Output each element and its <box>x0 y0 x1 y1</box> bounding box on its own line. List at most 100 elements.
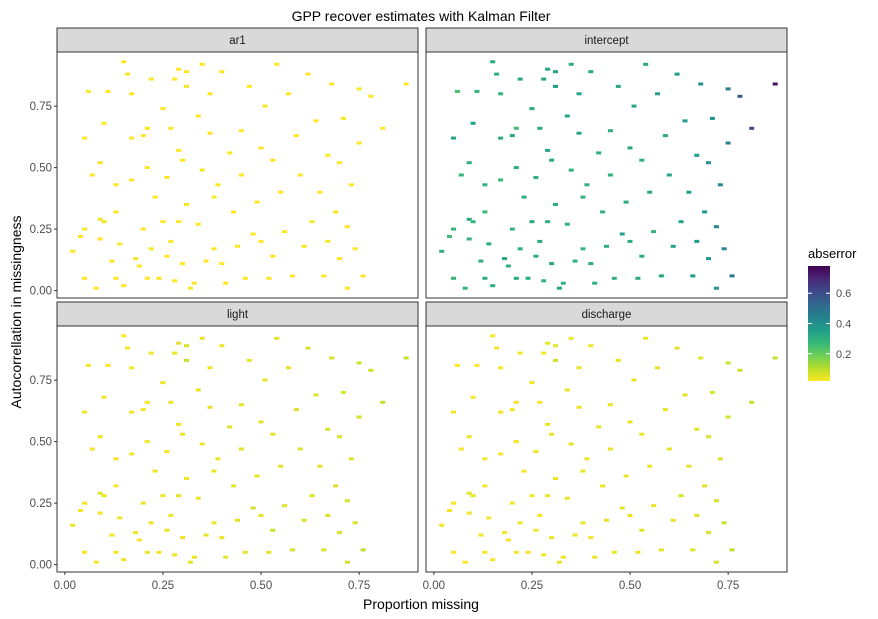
heatmap-tile <box>258 420 264 424</box>
heatmap-tile <box>513 550 519 554</box>
heatmap-tile <box>176 494 182 498</box>
heatmap-tile <box>494 72 500 76</box>
heatmap-tile <box>195 222 201 226</box>
heatmap-tile <box>133 257 138 261</box>
heatmap-tile <box>494 346 500 350</box>
panel-light: light 0.00 0.25 0.50 0.75 0.00 0.25 0.50 0.75 <box>30 301 419 592</box>
heatmap-tile <box>113 457 119 461</box>
heatmap-tile <box>97 491 103 495</box>
heatmap-tile <box>176 341 182 345</box>
heatmap-tile <box>160 107 166 111</box>
heatmap-tile <box>694 153 700 157</box>
heatmap-tile <box>278 464 284 468</box>
heatmap-tile <box>238 173 244 177</box>
heatmap-tile <box>82 227 87 231</box>
heatmap-tile <box>270 158 276 162</box>
heatmap-tile <box>549 536 555 540</box>
heatmap-tile <box>176 148 182 152</box>
heatmap-tile <box>352 247 358 251</box>
panel-intercept: intercept <box>425 27 788 299</box>
heatmap-tile <box>168 400 174 404</box>
heatmap-tile <box>368 368 374 372</box>
heatmap-tile <box>604 244 609 248</box>
heatmap-tile <box>70 249 76 253</box>
heatmap-tile <box>670 244 676 248</box>
heatmap-tile <box>505 264 511 268</box>
heatmap-tile <box>607 129 613 133</box>
heatmap-tile <box>639 432 645 436</box>
heatmap-tile <box>160 220 166 224</box>
heatmap-tile <box>439 523 445 527</box>
y-tick-label: 0.75 <box>30 375 52 387</box>
heatmap-tile <box>250 232 256 236</box>
legend-title: abserror <box>808 246 857 261</box>
legend-ticks: 0.2 0.4 0.6 <box>808 288 851 361</box>
heatmap-tile <box>329 82 335 86</box>
heatmap-tile <box>340 116 346 120</box>
heatmap-tile <box>184 203 189 206</box>
heatmap-tile <box>278 190 284 194</box>
heatmap-tile <box>451 550 456 554</box>
heatmap-tile <box>553 344 558 348</box>
heatmap-tile <box>545 67 551 71</box>
heatmap-tile <box>572 533 578 537</box>
heatmap-tile <box>403 356 409 360</box>
heatmap-tile <box>242 276 248 280</box>
heatmap-tile <box>160 494 166 498</box>
heatmap-tile <box>611 276 617 280</box>
heatmap-tile <box>564 496 570 500</box>
heatmap-tile <box>749 126 755 130</box>
heatmap-tile <box>611 550 617 554</box>
heatmap-tile <box>144 440 150 444</box>
heatmap-tile <box>144 126 150 130</box>
heatmap-tile <box>231 210 237 214</box>
heatmap-tile <box>686 190 692 194</box>
heatmap-tile <box>592 281 598 285</box>
heatmap-tile <box>639 528 645 532</box>
heatmap-tile <box>184 477 189 480</box>
heatmap-tile <box>235 518 240 522</box>
heatmap-tile <box>333 210 339 214</box>
heatmap-tile <box>553 203 558 206</box>
heatmap-tile <box>709 116 715 120</box>
heatmap-tile <box>293 134 299 138</box>
heatmap-tile <box>537 126 543 130</box>
heatmap-tile <box>219 70 225 74</box>
heatmap-tile <box>199 336 205 340</box>
heatmap-tile <box>607 173 613 177</box>
heatmap-tile <box>607 447 613 451</box>
heatmap-tile <box>462 286 468 290</box>
heatmap-tile <box>325 153 331 157</box>
heatmap-tile <box>553 84 558 88</box>
heatmap-tile <box>211 469 217 473</box>
heatmap-tile <box>517 521 523 525</box>
heatmap-tile <box>568 168 574 172</box>
heatmap-tile <box>721 247 727 251</box>
heatmap-tile <box>140 408 146 412</box>
heatmap-tile <box>702 210 708 214</box>
heatmap-tile <box>223 281 229 285</box>
heatmap-tile <box>117 242 123 246</box>
x-tick-label: 0.25 <box>152 580 174 592</box>
heatmap-tile <box>553 358 558 362</box>
heatmap-tile <box>219 344 225 348</box>
heatmap-tile <box>627 420 633 424</box>
heatmap-tile <box>655 92 660 96</box>
heatmap-tiles <box>70 334 409 564</box>
heatmap-tile <box>333 484 339 488</box>
heatmap-tile <box>709 390 715 394</box>
heatmap-tile <box>729 548 735 552</box>
heatmap-tile <box>89 173 95 177</box>
heatmap-tile <box>564 222 570 226</box>
heatmap-tile <box>674 346 680 350</box>
heatmap-tile <box>360 274 366 278</box>
heatmap-tile <box>631 104 637 108</box>
heatmap-tile <box>254 474 260 478</box>
heatmap-tile <box>451 410 456 414</box>
heatmap-tile <box>451 136 456 140</box>
heatmap-tile <box>553 477 558 480</box>
heatmap-tile <box>136 264 142 268</box>
heatmap-tile <box>623 200 629 204</box>
heatmap-tile <box>498 410 504 414</box>
heatmap-tile <box>482 210 488 214</box>
